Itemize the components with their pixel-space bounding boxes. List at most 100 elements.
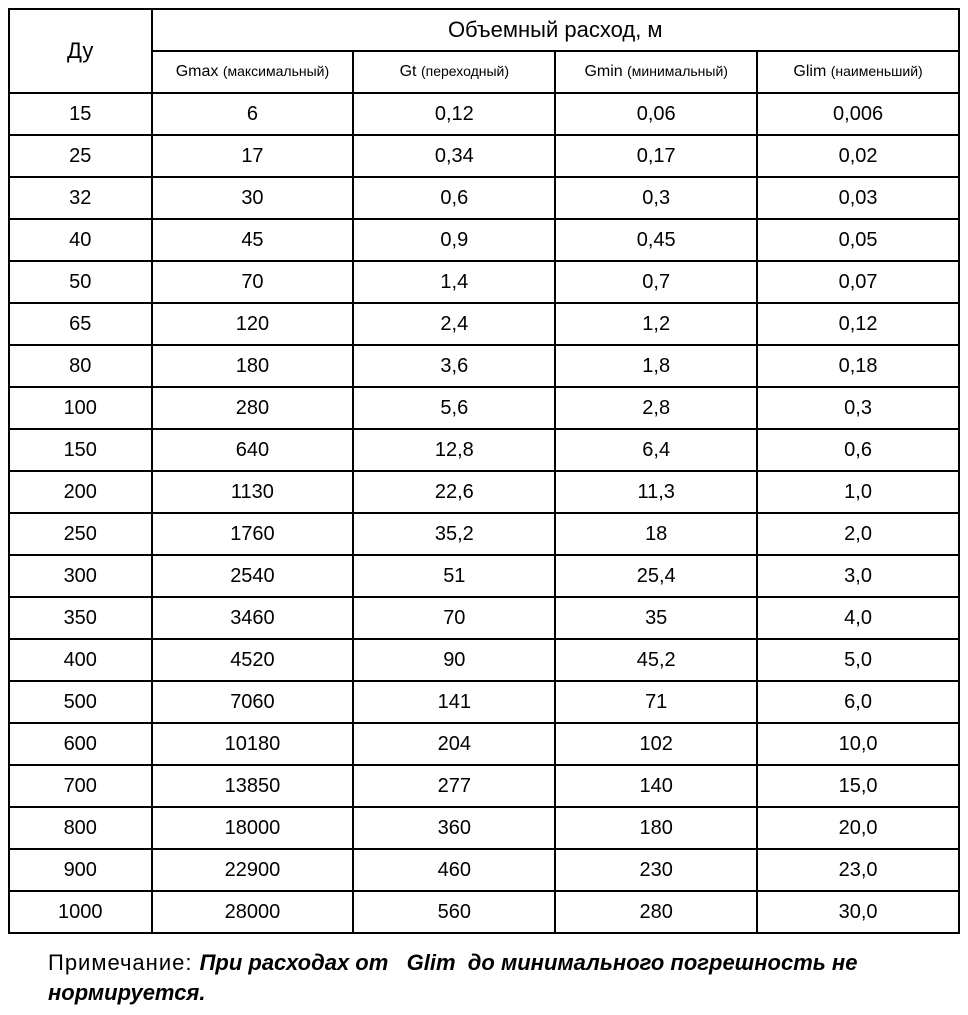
cell-du: 1000 [9,891,152,933]
cell-du: 700 [9,765,152,807]
table-row: 25170,340,170,02 [9,135,959,177]
cell-gt: 22,6 [353,471,555,513]
note-label: Примечание: [48,950,200,975]
cell-glim: 20,0 [757,807,959,849]
col-header-du: Ду [9,9,152,93]
cell-gt: 70 [353,597,555,639]
cell-gmin: 140 [555,765,757,807]
cell-gt: 0,6 [353,177,555,219]
cell-glim: 1,0 [757,471,959,513]
cell-gmin: 2,8 [555,387,757,429]
cell-gmin: 45,2 [555,639,757,681]
cell-du: 350 [9,597,152,639]
cell-gmin: 280 [555,891,757,933]
cell-gt: 51 [353,555,555,597]
table-row: 40450,90,450,05 [9,219,959,261]
cell-gmin: 18 [555,513,757,555]
table-row: 651202,41,20,12 [9,303,959,345]
gmin-qualifier: (минимальный) [627,63,728,79]
cell-glim: 10,0 [757,723,959,765]
cell-glim: 6,0 [757,681,959,723]
gmax-symbol: Gmax [176,63,219,80]
cell-glim: 4,0 [757,597,959,639]
cell-gmin: 0,7 [555,261,757,303]
cell-gt: 90 [353,639,555,681]
cell-glim: 0,18 [757,345,959,387]
glim-qualifier: (наименьший) [831,63,923,79]
cell-gmax: 28000 [152,891,354,933]
cell-du: 200 [9,471,152,513]
cell-glim: 0,6 [757,429,959,471]
cell-gt: 141 [353,681,555,723]
table-row: 50701,40,70,07 [9,261,959,303]
cell-gmax: 10180 [152,723,354,765]
cell-gmax: 6 [152,93,354,135]
note-glim-term: Glim [407,950,456,975]
cell-gmin: 11,3 [555,471,757,513]
cell-glim: 0,12 [757,303,959,345]
col-header-group: Объемный расход, м [152,9,960,51]
cell-du: 300 [9,555,152,597]
cell-gt: 1,4 [353,261,555,303]
cell-du: 40 [9,219,152,261]
cell-du: 32 [9,177,152,219]
col-header-gmax: Gmax (максимальный) [152,51,354,93]
col-header-gt: Gt (переходный) [353,51,555,93]
table-row: 1560,120,060,006 [9,93,959,135]
cell-du: 150 [9,429,152,471]
cell-gmin: 35 [555,597,757,639]
cell-gmin: 0,3 [555,177,757,219]
cell-gt: 3,6 [353,345,555,387]
table-row: 200113022,611,31,0 [9,471,959,513]
cell-glim: 0,02 [757,135,959,177]
cell-gt: 0,34 [353,135,555,177]
table-header: Ду Объемный расход, м Gmax (максимальный… [9,9,959,93]
cell-du: 50 [9,261,152,303]
cell-glim: 0,006 [757,93,959,135]
table-row: 15064012,86,40,6 [9,429,959,471]
cell-gmax: 22900 [152,849,354,891]
gt-symbol: Gt [400,63,417,80]
cell-gmin: 180 [555,807,757,849]
table-row: 9002290046023023,0 [9,849,959,891]
glim-symbol: Glim [793,63,826,80]
cell-gmax: 7060 [152,681,354,723]
cell-du: 600 [9,723,152,765]
cell-gmax: 17 [152,135,354,177]
cell-du: 500 [9,681,152,723]
cell-glim: 0,05 [757,219,959,261]
flow-rate-table: Ду Объемный расход, м Gmax (максимальный… [8,8,960,934]
cell-gt: 12,8 [353,429,555,471]
cell-glim: 30,0 [757,891,959,933]
cell-glim: 0,07 [757,261,959,303]
cell-gmax: 18000 [152,807,354,849]
table-row: 250176035,2182,0 [9,513,959,555]
cell-gmax: 3460 [152,597,354,639]
table-row: 30025405125,43,0 [9,555,959,597]
cell-gmin: 1,8 [555,345,757,387]
cell-gmin: 102 [555,723,757,765]
table-row: 10002800056028030,0 [9,891,959,933]
cell-du: 900 [9,849,152,891]
cell-gt: 560 [353,891,555,933]
cell-gt: 35,2 [353,513,555,555]
cell-gmin: 0,45 [555,219,757,261]
cell-glim: 3,0 [757,555,959,597]
col-header-gmin: Gmin (минимальный) [555,51,757,93]
cell-gmax: 280 [152,387,354,429]
cell-glim: 0,03 [757,177,959,219]
cell-glim: 2,0 [757,513,959,555]
cell-du: 15 [9,93,152,135]
cell-du: 250 [9,513,152,555]
cell-gmin: 1,2 [555,303,757,345]
table-row: 8001800036018020,0 [9,807,959,849]
note-body-prefix: При расходах от [200,950,395,975]
cell-du: 25 [9,135,152,177]
note: Примечание: При расходах от Glim до мини… [8,948,960,1007]
table-row: 6001018020410210,0 [9,723,959,765]
col-header-glim: Glim (наименьший) [757,51,959,93]
cell-du: 65 [9,303,152,345]
table-row: 1002805,62,80,3 [9,387,959,429]
cell-gmin: 25,4 [555,555,757,597]
cell-gmax: 4520 [152,639,354,681]
